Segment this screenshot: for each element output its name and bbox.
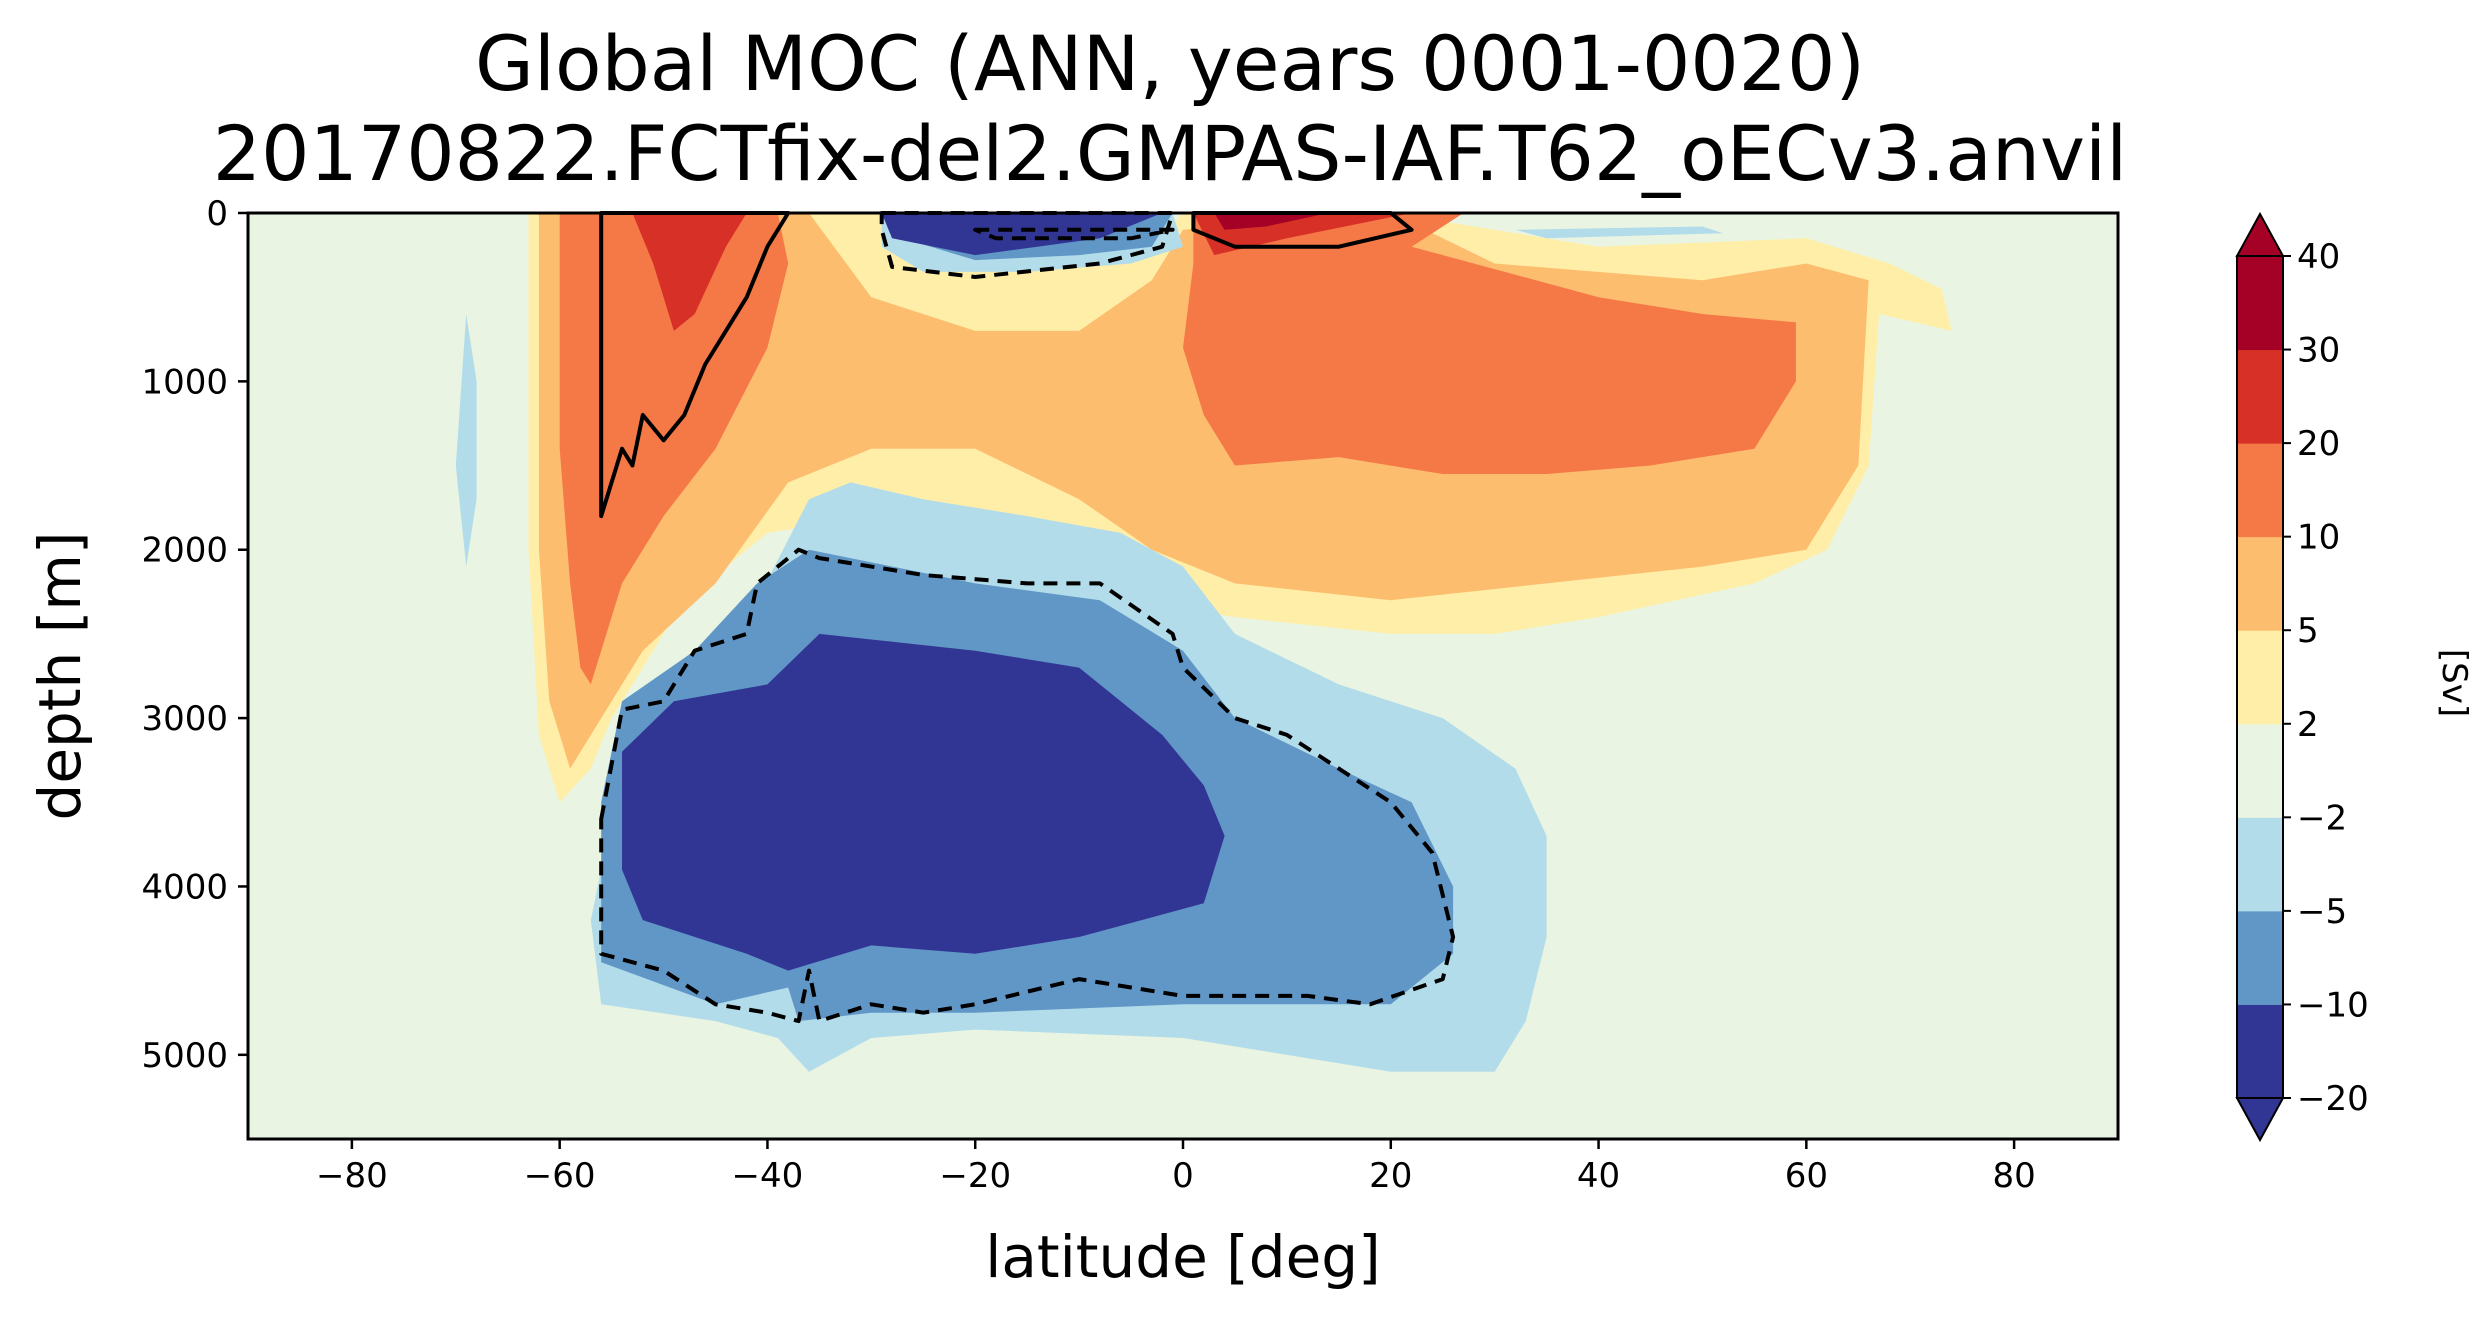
x-tick-label: 40 — [1577, 1156, 1620, 1196]
colorbar-tick-label: 2 — [2297, 705, 2319, 745]
colorbar-segment — [2237, 443, 2283, 538]
x-tick-label: 20 — [1369, 1156, 1412, 1196]
x-tick-label: −60 — [524, 1156, 596, 1196]
colorbar-tick-label: 10 — [2297, 518, 2340, 558]
x-tick-label: −20 — [939, 1156, 1011, 1196]
colorbar-segment — [2237, 630, 2283, 725]
colorbar-segment — [2237, 910, 2283, 1005]
colorbar-tick-label: 5 — [2297, 611, 2319, 651]
contour-fill-deep-cell-core — [622, 633, 1225, 971]
y-tick-label: 5000 — [141, 1036, 228, 1076]
colorbar-segment — [2237, 349, 2283, 444]
colorbar-tick-label: −2 — [2297, 798, 2347, 838]
contour-fill-northern-red-cell — [1183, 213, 1796, 474]
colorbar-tick-label: −10 — [2297, 985, 2369, 1025]
colorbar-extend-min — [2235, 1097, 2285, 1143]
y-tick-label: 0 — [206, 194, 228, 234]
colorbar-extend-max — [2235, 211, 2285, 257]
x-tick-label: −80 — [316, 1156, 388, 1196]
chart-title-line2: 20170822.FCTfix-del2.GMPAS-IAF.T62_oECv3… — [213, 109, 2127, 198]
y-axis-ticks: 0 1000 2000 3000 4000 5000 — [141, 194, 248, 1076]
contour-fill-equatorial-north-peak — [1214, 213, 1329, 230]
colorbar-segment — [2237, 723, 2283, 818]
colorbar-segment — [2237, 817, 2283, 912]
plot-area — [248, 213, 2118, 1139]
colorbar-segment — [2237, 1004, 2283, 1099]
colorbar-frame — [2236, 255, 2284, 1099]
contour-fill-southern-patch-blue — [455, 314, 477, 567]
colorbar-segment — [2237, 536, 2283, 631]
colorbar-label: [Sv] — [2434, 649, 2471, 717]
x-axis-label: latitude [deg] — [985, 1223, 1381, 1291]
x-tick-label: 80 — [1992, 1156, 2035, 1196]
y-tick-label: 3000 — [141, 699, 228, 739]
contour-fill-southern-ocean-core — [632, 213, 747, 331]
colorbar-segment — [2237, 256, 2283, 351]
contour-line-deep-cell-minus10sv-contour — [599, 547, 1456, 1024]
contour-line-southern-ocean-10sv-contour — [599, 211, 791, 519]
chart-title-line1: Global MOC (ANN, years 0001-0020) — [475, 19, 1865, 108]
y-tick-label: 1000 — [141, 362, 228, 402]
contour-fill-northern-surface-blue — [1515, 226, 1724, 239]
contour-fill-equatorial-south-core — [881, 213, 1163, 256]
x-axis-ticks: −80 −60 −40 −20 0 20 40 60 80 — [316, 1139, 2036, 1196]
y-tick-label: 4000 — [141, 867, 228, 907]
x-tick-label: 60 — [1785, 1156, 1828, 1196]
contour-line-equatorial-south-minus10sv-contour — [879, 211, 1175, 279]
colorbar-tick-label: −20 — [2297, 1079, 2369, 1119]
colorbar-tick-label: 30 — [2297, 331, 2340, 371]
colorbar: −20 −10 −5 −2 2 5 10 20 30 40 — [2235, 211, 2369, 1143]
x-tick-label: 0 — [1172, 1156, 1194, 1196]
x-tick-label: −40 — [732, 1156, 804, 1196]
contour-line-equatorial-south-inner-minus10sv-contour — [973, 227, 1175, 241]
colorbar-tick-label: 40 — [2297, 237, 2340, 277]
colorbar-tick-label: −5 — [2297, 892, 2347, 932]
colorbar-tick-label: 20 — [2297, 424, 2340, 464]
y-tick-label: 2000 — [141, 531, 228, 571]
contour-fill-southern-ocean-red-cell — [559, 213, 789, 685]
y-axis-label: depth [m] — [26, 531, 94, 820]
